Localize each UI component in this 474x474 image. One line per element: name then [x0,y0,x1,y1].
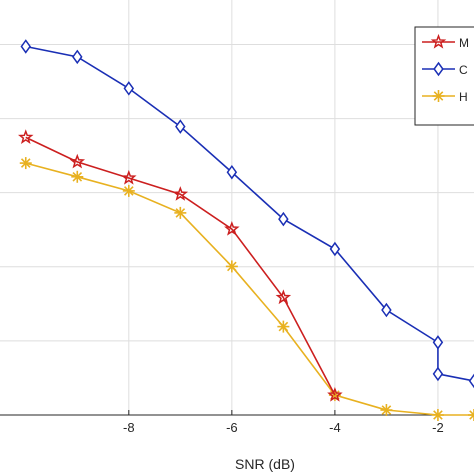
data-point-diamond [226,164,238,180]
data-point-diamond [123,81,135,96]
grid-lines [0,0,474,415]
data-point-diamond [381,302,392,318]
tick-labels: -8 -6 -4 -2 [123,420,444,435]
asterisk-stroke [469,410,474,417]
data-point-asterisk [431,409,444,421]
data-point-asterisk [71,170,84,183]
legend: MCH [414,26,474,126]
data-point-asterisk [468,409,474,421]
data-point-asterisk [277,320,290,333]
x-tick-label: -8 [123,420,135,435]
x-axis-label: SNR (dB) [235,456,295,472]
asterisk-stroke [433,91,444,101]
data-point-diamond [72,49,83,65]
asterisk-stroke [20,158,31,168]
asterisk-stroke [175,208,186,218]
asterisk-stroke [227,261,237,272]
data-point-star [121,169,137,185]
legend-label: C [459,63,468,77]
data-point-diamond [329,241,341,257]
legend-box [414,26,474,126]
data-point-asterisk [380,404,393,417]
data-point-diamond [432,366,444,382]
asterisk-stroke [433,410,443,420]
series-c [20,39,474,389]
series-m [18,129,343,402]
data-series [18,39,474,421]
data-point-diamond [432,335,444,350]
x-tick-label: -2 [432,420,444,435]
legend-item-c: C [422,61,468,77]
data-point-star [327,386,343,402]
axes [0,410,474,416]
asterisk-stroke [72,171,83,182]
legend-label: H [459,90,468,104]
data-point-star [430,33,447,49]
data-point-diamond [175,119,186,134]
data-point-star [224,220,240,236]
x-tick-label: -4 [329,420,341,435]
data-point-diamond [278,211,289,227]
legend-item-m: M [422,33,469,50]
data-point-diamond [433,61,444,77]
asterisk-stroke [278,321,289,332]
data-point-asterisk [122,184,135,197]
asterisk-stroke [123,186,134,196]
data-point-star [18,129,34,144]
series-line [25,45,474,382]
data-point-diamond [468,373,474,389]
series-line [25,162,474,416]
series-line [25,136,336,396]
legend-item-h: H [422,90,468,104]
data-point-star [275,289,292,305]
data-point-asterisk [225,260,238,273]
asterisk-stroke [381,405,392,415]
data-point-asterisk [432,90,445,102]
data-point-asterisk [19,157,32,170]
data-point-star [69,153,86,169]
asterisk-stroke [469,413,474,420]
legend-label: M [459,36,469,50]
x-tick-label: -6 [226,420,238,435]
data-point-star [172,186,189,201]
data-point-asterisk [174,206,187,219]
series-h [19,157,474,421]
data-point-diamond [20,39,32,54]
